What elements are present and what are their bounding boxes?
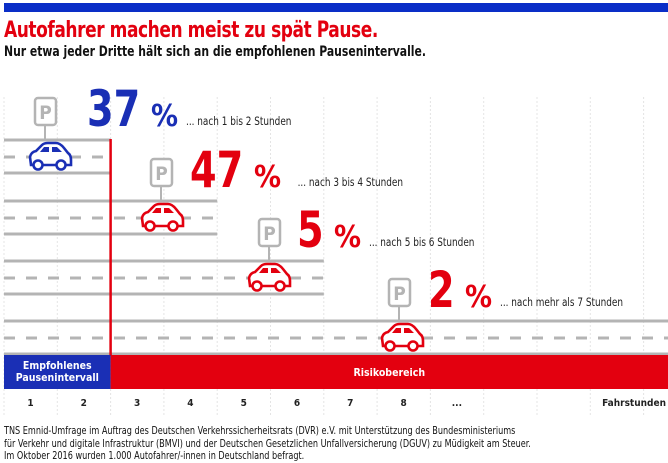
percent-sign: % [254, 160, 281, 195]
car-icon [140, 202, 185, 232]
category-label: ... nach 3 bis 4 Stunden [298, 175, 403, 189]
zone-label: Empfohlenes [23, 360, 92, 372]
parking-sign-icon [257, 217, 282, 248]
x-tick-label: 1 [27, 398, 33, 409]
percent-sign: % [151, 99, 178, 134]
x-tick-label: 5 [241, 398, 247, 409]
car-icon [380, 322, 425, 352]
percent-sign: % [465, 280, 492, 315]
percent-value: 37 [87, 80, 140, 138]
page-subtitle: Nur etwa jeder Dritte hält sich an die e… [4, 44, 426, 60]
parking-sign-icon [387, 277, 412, 308]
source-note: TNS Emnid-Umfrage im Auftrag des Deutsch… [4, 425, 531, 463]
source-line: Im Oktober 2016 wurden 1.000 Autofahrer/… [4, 450, 305, 463]
x-tick-label: ... [452, 398, 462, 409]
page-title: Autofahrer machen meist zu spät Pause. [4, 18, 378, 43]
x-tick-label: 7 [347, 398, 353, 409]
category-label: ... nach 1 bis 2 Stunden [186, 114, 291, 128]
car-icon [28, 141, 73, 171]
x-axis-label: Fahrstunden [602, 398, 666, 409]
source-line: TNS Emnid-Umfrage im Auftrag des Deutsch… [4, 425, 516, 437]
category-label: ... nach 5 bis 6 Stunden [369, 235, 474, 249]
x-tick-label: 4 [187, 398, 193, 409]
car-icon [247, 262, 292, 292]
parking-sign-icon [149, 157, 174, 188]
category-label: ... nach mehr als 7 Stunden [500, 295, 623, 309]
zone-label: Risikobereich [353, 367, 425, 379]
zone-label: Pausenintervall [16, 372, 99, 384]
x-tick-label: 2 [81, 398, 87, 409]
parking-sign-letter: P [393, 283, 406, 305]
x-tick-label: 3 [134, 398, 140, 409]
parking-sign-icon [33, 96, 58, 127]
parking-sign-letter: P [263, 223, 276, 245]
source-line: für Verkehr und digitale Infrastruktur (… [4, 437, 531, 450]
parking-sign-letter: P [155, 163, 168, 185]
zone-bar [110, 355, 668, 389]
parking-sign-letter: P [39, 102, 52, 124]
percent-sign: % [334, 220, 361, 255]
percent-value: 5 [297, 201, 324, 259]
x-tick-label: 8 [400, 398, 406, 409]
x-tick-label: 6 [294, 398, 300, 409]
top-color-bar [4, 3, 668, 12]
percent-value: 47 [190, 141, 243, 199]
zone-bar [4, 355, 111, 389]
percent-value: 2 [428, 261, 455, 319]
